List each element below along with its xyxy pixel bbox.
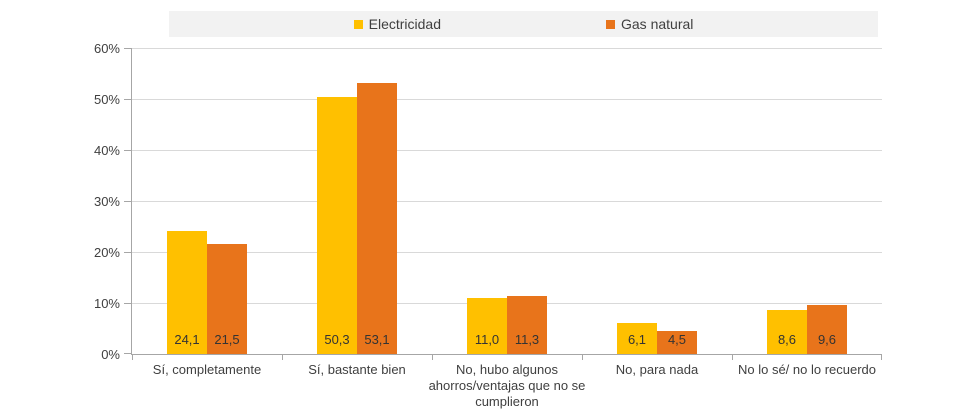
gridline (132, 150, 882, 151)
x-axis-tick (282, 355, 283, 360)
y-axis-tick (124, 252, 131, 253)
bar-gas-natural (507, 296, 547, 354)
x-axis-tick (582, 355, 583, 360)
y-axis-tick-label: 40% (93, 143, 120, 158)
x-axis-category-label: Sí, bastante bien (308, 362, 406, 377)
bar-electricidad (617, 323, 657, 354)
category-group: 8,6 9,6 (732, 48, 882, 354)
y-axis-tick (124, 353, 131, 354)
legend-item-gas-natural: Gas natural (606, 16, 693, 32)
legend: Electricidad Gas natural (169, 11, 878, 37)
y-axis-tick (124, 150, 131, 151)
x-axis-category-label: Sí, completamente (152, 362, 262, 377)
bar-gas-natural (657, 331, 697, 354)
y-axis-tick-label: 50% (93, 92, 120, 107)
gridline (132, 201, 882, 202)
bar-electricidad (317, 97, 357, 354)
bar-value-label: 24,1 (174, 332, 200, 347)
gridline (132, 48, 882, 49)
x-axis-category-label: No, para nada (615, 362, 699, 377)
y-axis-tick (124, 99, 131, 100)
bar-value-label: 4,5 (667, 332, 687, 347)
y-axis-tick-label: 10% (93, 296, 120, 311)
bar-value-label: 53,1 (364, 332, 390, 347)
gridline (132, 99, 882, 100)
bar-value-label: 8,6 (777, 332, 797, 347)
y-axis-line (131, 48, 132, 355)
legend-swatch-icon (353, 19, 363, 29)
bar-gas-natural (357, 83, 397, 354)
y-axis-tick (124, 48, 131, 49)
y-axis-tick (124, 303, 131, 304)
bar-value-label: 11,3 (514, 332, 540, 347)
legend-swatch-icon (606, 19, 615, 29)
legend-item-electricidad: Electricidad (353, 16, 441, 32)
category-group: 6,1 4,5 (582, 48, 732, 354)
bar-gas-natural (807, 305, 847, 354)
y-axis-tick-label: 60% (93, 41, 120, 56)
x-axis-tick (732, 355, 733, 360)
bar-value-label: 11,0 (474, 332, 500, 347)
x-axis-category-label: No, hubo algunos ahorros/ventajas que no… (428, 362, 586, 409)
x-axis-category-label: No lo sé/ no lo recuerdo (737, 362, 877, 377)
bar-value-label: 50,3 (324, 332, 350, 347)
y-axis-tick-label: 0% (101, 347, 120, 362)
bar-gas-natural (207, 244, 247, 354)
y-axis-tick-label: 20% (93, 245, 120, 260)
bar-electricidad (767, 310, 807, 354)
legend-label: Electricidad (368, 16, 441, 32)
x-axis-labels: Sí, completamente Sí, bastante bien No, hu… (132, 362, 882, 418)
bar-value-label: 21,5 (214, 332, 240, 347)
bar-value-label: 9,6 (817, 332, 837, 347)
category-group: 24,1 21,5 (132, 48, 282, 354)
bar-electricidad (467, 298, 507, 354)
y-axis-labels: 0% 10% 20% 30% 40% 50% 60% (0, 41, 120, 362)
plot-area: 24,1 21,5 50,3 53,1 11,0 11,3 6,1 4,5 8,6 9,6 (124, 48, 882, 360)
y-axis-tick-label: 30% (93, 194, 120, 209)
bar-value-label: 6,1 (627, 332, 647, 347)
category-group: 50,3 53,1 (282, 48, 432, 354)
y-axis-tick (124, 201, 131, 202)
x-axis-tick (432, 355, 433, 360)
category-group: 11,0 11,3 (432, 48, 582, 354)
bar-electricidad (167, 231, 207, 354)
legend-label: Gas natural (621, 16, 694, 32)
x-axis-tick (132, 355, 133, 360)
x-axis-tick (881, 355, 882, 360)
x-axis-line (131, 354, 882, 355)
gridline (132, 252, 882, 253)
